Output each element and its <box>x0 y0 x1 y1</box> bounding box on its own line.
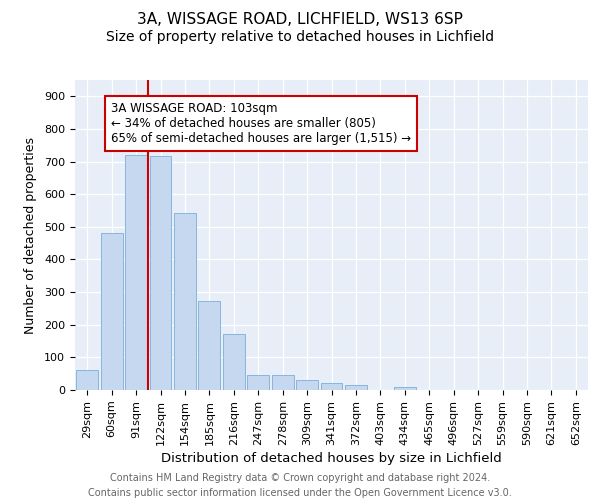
Text: Size of property relative to detached houses in Lichfield: Size of property relative to detached ho… <box>106 30 494 44</box>
Bar <box>296 380 318 390</box>
Text: Contains HM Land Registry data © Crown copyright and database right 2024.
Contai: Contains HM Land Registry data © Crown c… <box>88 472 512 498</box>
Text: 3A, WISSAGE ROAD, LICHFIELD, WS13 6SP: 3A, WISSAGE ROAD, LICHFIELD, WS13 6SP <box>137 12 463 28</box>
Bar <box>345 385 367 390</box>
Bar <box>247 374 269 390</box>
Bar <box>101 234 122 390</box>
Bar <box>199 301 220 390</box>
Bar <box>223 334 245 390</box>
Text: 3A WISSAGE ROAD: 103sqm
← 34% of detached houses are smaller (805)
65% of semi-d: 3A WISSAGE ROAD: 103sqm ← 34% of detache… <box>111 102 411 144</box>
Bar <box>394 388 416 390</box>
X-axis label: Distribution of detached houses by size in Lichfield: Distribution of detached houses by size … <box>161 452 502 465</box>
Bar <box>125 155 147 390</box>
Y-axis label: Number of detached properties: Number of detached properties <box>24 136 37 334</box>
Bar <box>272 374 293 390</box>
Bar <box>320 384 343 390</box>
Bar <box>76 370 98 390</box>
Bar <box>174 213 196 390</box>
Bar <box>149 156 172 390</box>
